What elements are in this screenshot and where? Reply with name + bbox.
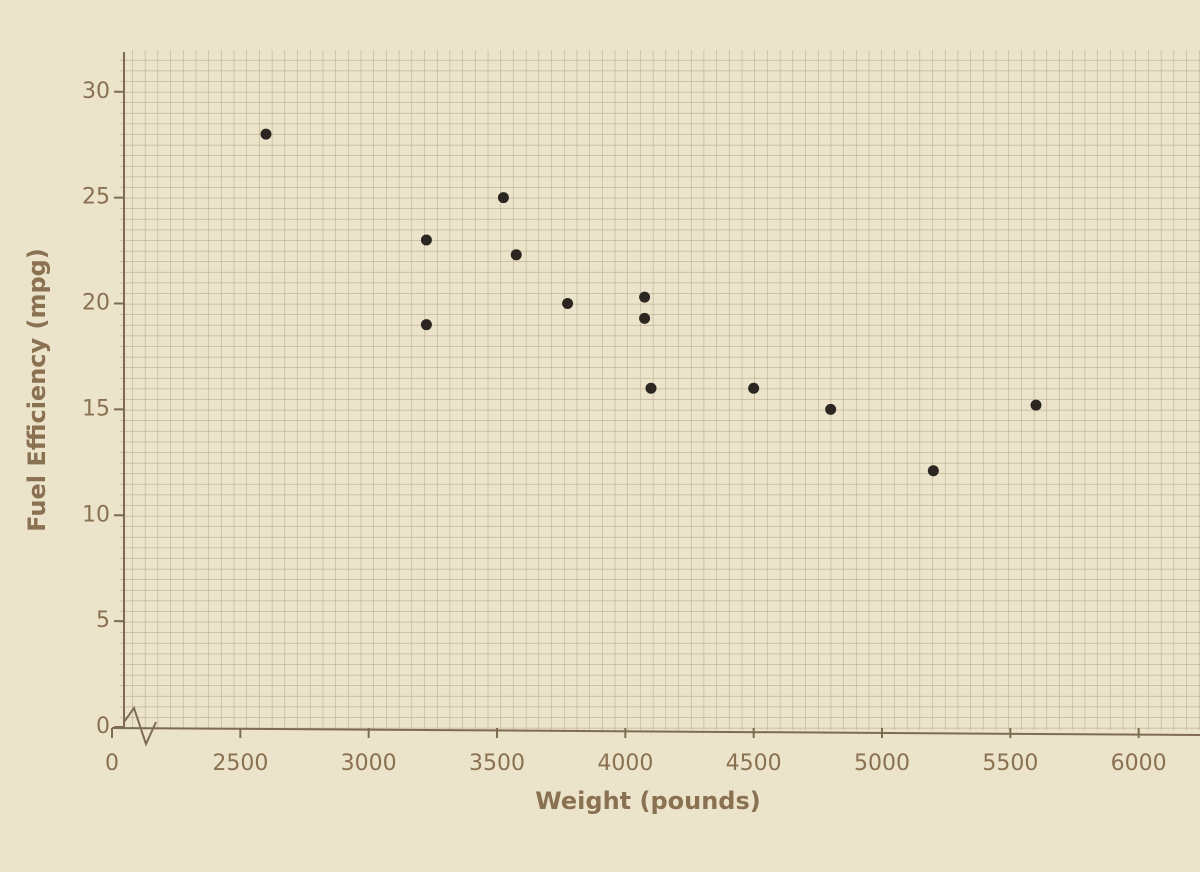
x-axis-label: Weight (pounds): [535, 787, 760, 815]
x-tick-label: 0: [105, 751, 119, 776]
x-tick-label: 2500: [212, 751, 268, 776]
graph-paper: [120, 50, 1200, 730]
data-point: [927, 465, 939, 477]
data-point: [748, 382, 760, 394]
y-tick-label: 25: [82, 185, 110, 210]
axis-break: [123, 705, 157, 747]
data-point: [639, 312, 651, 324]
data-point: [510, 249, 522, 261]
data-point: [420, 234, 432, 246]
data-point: [260, 128, 272, 140]
x-tick-label: 3000: [341, 751, 397, 776]
grid-layer: [120, 50, 1200, 730]
x-tick-label: 5500: [982, 751, 1038, 776]
data-point: [497, 192, 509, 204]
x-axis: [111, 727, 1200, 736]
y-tick-label: 10: [82, 502, 110, 527]
data-point: [562, 298, 574, 310]
x-tick-label: 3500: [469, 751, 525, 776]
x-tick-label: 4000: [597, 751, 653, 776]
y-tick-label: 0: [96, 714, 110, 739]
y-tick-label: 5: [96, 608, 110, 633]
data-point: [639, 291, 651, 303]
data-point: [1030, 399, 1042, 411]
y-axis-label: Fuel Efficiency (mpg): [23, 248, 51, 532]
data-point: [420, 319, 432, 331]
y-tick-label: 20: [82, 291, 110, 316]
data-point: [825, 403, 837, 415]
y-tick-label: 30: [82, 79, 110, 104]
x-tick-label: 6000: [1111, 751, 1167, 776]
x-tick-label: 5000: [854, 751, 910, 776]
y-tick-label: 15: [82, 396, 110, 421]
x-tick-label: 4500: [726, 751, 782, 776]
data-point: [645, 382, 657, 394]
